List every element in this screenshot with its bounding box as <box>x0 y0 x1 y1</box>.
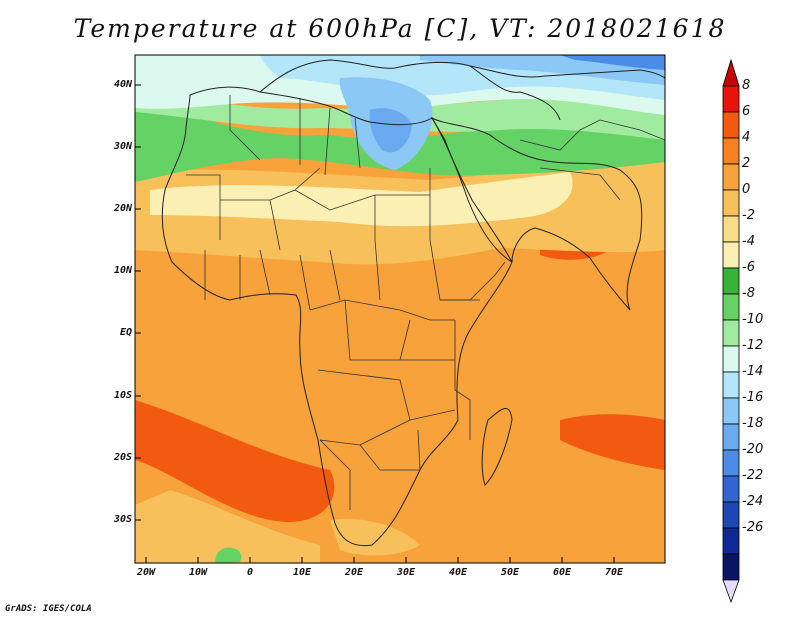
south-green-spot <box>215 547 242 563</box>
colorbar-label: -12 <box>742 338 764 353</box>
x-tick-label: 10W <box>188 567 208 578</box>
y-tick-label: EQ <box>119 327 132 338</box>
coastlines <box>161 59 665 547</box>
x-tick-label: 60E <box>552 567 572 578</box>
colorbar-swatch <box>722 371 740 399</box>
colorbar-bottom-arrow <box>722 579 740 604</box>
colorbar-swatch <box>722 163 740 191</box>
y-tick-label: 20N <box>113 203 132 214</box>
colorbar-label: -2 <box>742 208 755 223</box>
colorbar-swatch <box>722 319 740 347</box>
colorbar-label: 0 <box>742 182 751 197</box>
colorbar-label: -26 <box>742 520 764 535</box>
cold-trough-core <box>369 108 412 153</box>
x-tick-label: 20W <box>136 567 156 578</box>
border-sahara <box>186 167 431 251</box>
hot-band-indian <box>560 414 665 470</box>
colorbar-label: -4 <box>742 234 755 249</box>
colorbar-label: -16 <box>742 390 764 405</box>
colorbar-swatch <box>722 267 740 295</box>
y-tick-label: 20S <box>113 452 132 463</box>
y-tick-label: 10N <box>113 265 132 276</box>
border-sahel <box>204 239 480 311</box>
tick-marks <box>135 84 615 563</box>
colorbar-swatch <box>722 111 740 139</box>
grads-credit: GrADS: IGES/COLA <box>5 604 92 614</box>
colorbar-swatch <box>722 345 740 373</box>
colorbar-label: 2 <box>742 156 751 171</box>
colorbar-top-arrow <box>722 58 740 87</box>
colorbar-swatch <box>722 241 740 269</box>
border-north-africa <box>229 95 361 176</box>
y-tick-label: 40N <box>113 79 132 90</box>
colorbar-label: -10 <box>742 312 764 327</box>
map-title: Temperature at 600hPa [C], VT: 201802161… <box>73 14 727 43</box>
sahara-pale-band <box>150 172 573 227</box>
colorbar-label: -22 <box>742 468 764 483</box>
temperature-field <box>135 55 665 563</box>
colorbar-label: 4 <box>742 130 751 145</box>
x-tick-label: 0 <box>246 567 254 578</box>
x-tick-label: 50E <box>500 567 520 578</box>
black-caspian-coast <box>469 65 561 121</box>
x-tick-label: 10E <box>292 567 312 578</box>
y-tick-label: 30S <box>113 514 132 525</box>
cold-north-deep <box>560 55 665 70</box>
x-tick-label: 40E <box>448 567 468 578</box>
colorbar-label: -6 <box>742 260 755 275</box>
colorbar-swatch <box>722 397 740 425</box>
x-tick-label: 70E <box>604 567 624 578</box>
colorbar-label: -20 <box>742 442 764 457</box>
hot-band-atlantic <box>135 400 335 522</box>
colorbar-label: -14 <box>742 364 764 379</box>
colorbar-swatch <box>722 475 740 503</box>
border-horn <box>440 261 506 301</box>
y-tick-label: 10S <box>113 390 132 401</box>
colorbar-swatch <box>722 215 740 243</box>
colorbar-swatch <box>722 501 740 529</box>
country-borders <box>186 95 665 510</box>
colorbar <box>722 58 740 604</box>
colorbar-label: 8 <box>742 78 751 93</box>
colorbar-swatch <box>722 137 740 165</box>
madagascar-coast <box>481 408 513 486</box>
colorbar-label: -24 <box>742 494 764 509</box>
border-asia <box>519 119 665 201</box>
colorbar-label: -8 <box>742 286 755 301</box>
border-east <box>400 320 471 440</box>
colorbar-label: 6 <box>742 104 751 119</box>
colorbar-swatch <box>722 553 740 581</box>
x-tick-label: 20E <box>344 567 364 578</box>
colorbar-swatch <box>722 85 740 113</box>
y-tick-label: 30N <box>113 141 132 152</box>
colorbar-swatch <box>722 189 740 217</box>
colorbar-swatch <box>722 527 740 555</box>
south-africa-mid <box>330 518 420 556</box>
colorbar-swatch <box>722 423 740 451</box>
colorbar-label: -18 <box>742 416 764 431</box>
south-atlantic-mid <box>135 490 320 563</box>
arabia-india-coast <box>430 116 643 311</box>
colorbar-swatch <box>722 449 740 477</box>
plot-frame <box>134 54 666 564</box>
x-tick-label: 30E <box>396 567 416 578</box>
africa-coast <box>161 86 513 547</box>
colorbar-swatch <box>722 293 740 321</box>
